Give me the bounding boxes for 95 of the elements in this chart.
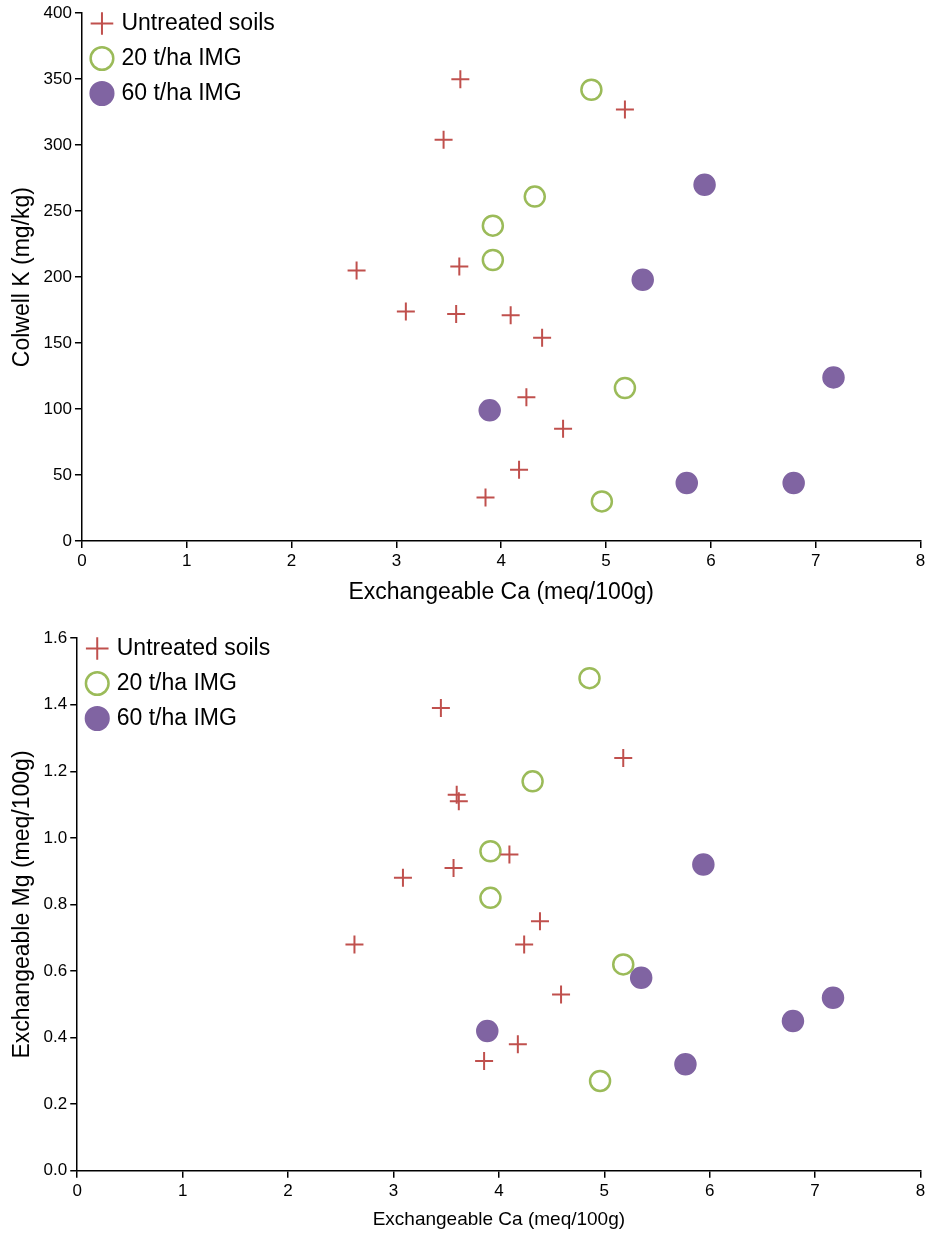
point [446,304,467,325]
x-tick-label: 3 [391,550,402,570]
point [481,214,505,237]
point [521,770,544,793]
point [822,366,845,389]
y-tick-label: 400 [43,2,72,22]
point [514,934,535,955]
point [782,471,805,495]
y-tick-label: 1.6 [43,627,68,647]
x-tick-label: 5 [601,550,611,570]
x-tick-label: 7 [810,1180,820,1200]
point [479,886,502,910]
point [516,387,537,408]
x-tick-label: 1 [182,550,192,570]
y-axis-title: Colwell K (mg/kg) [8,186,35,368]
point [346,260,367,281]
point [433,129,454,150]
point [500,305,521,326]
point [675,471,699,495]
point [612,953,635,976]
y-tick-label: 300 [43,134,72,154]
point [479,839,502,863]
point [551,984,572,1005]
y-tick-label: 50 [53,464,72,484]
y-axis-title: Exchangeable Mg (meq/100g) [8,750,35,1059]
point [590,490,614,513]
x-tick-label: 6 [704,1180,715,1200]
point [478,399,501,422]
point [344,934,365,955]
point [692,853,715,876]
x-tick-label: 8 [915,550,926,570]
point [449,256,470,277]
point [693,173,716,196]
point [430,698,451,719]
x-tick-label: 5 [599,1180,610,1200]
point [613,376,637,400]
point [446,784,467,805]
y-tick-label: 1.4 [43,694,68,714]
point [448,791,469,812]
x-tick-label: 3 [388,1180,399,1200]
y-tick-label: 100 [43,398,72,418]
point [507,1034,528,1055]
y-tick-label: 0 [62,530,72,550]
point [443,857,464,878]
y-tick-label: 0.6 [43,960,68,980]
x-tick-label: 2 [283,1180,293,1200]
y-tick-label: 0.4 [43,1027,68,1047]
y-tick-label: 200 [43,266,72,286]
point [475,487,496,508]
point [529,911,550,932]
point [395,301,416,322]
point [588,1069,612,1093]
point [781,1009,805,1033]
point [499,844,520,865]
y-tick-label: 350 [43,68,72,88]
legend-label: 20 t/ha IMG [116,668,237,695]
point [821,986,845,1009]
y-tick-label: 150 [43,332,72,352]
y-tick-label: 0.0 [43,1160,68,1180]
y-tick-label: 250 [43,200,72,220]
y-tick-label: 1.0 [43,827,68,847]
legend-label: Untreated soils [116,633,271,660]
point [476,1019,499,1043]
point [392,867,413,888]
point [509,459,530,480]
x-tick-label: 2 [286,550,297,570]
x-tick-label: 8 [915,1180,926,1200]
legend-label: 60 t/ha IMG [116,703,237,730]
x-tick-label: 0 [77,550,87,570]
x-tick-label: 4 [494,1180,504,1200]
point [629,966,653,989]
point [474,1050,495,1071]
y-tick-label: 0.8 [43,894,68,914]
point [580,78,603,101]
point [674,1053,697,1076]
y-tick-label: 0.2 [43,1093,68,1113]
point [553,418,574,439]
x-tick-label: 7 [810,550,821,570]
x-tick-label: 4 [496,550,506,570]
x-axis-title: Exchangeable Ca (meq/100g) [372,1207,626,1229]
legend-label: Untreated soils [121,8,275,35]
point [481,248,505,272]
x-tick-label: 6 [706,550,716,570]
point [523,185,547,208]
point [613,748,634,769]
x-tick-label: 1 [177,1180,188,1200]
x-axis-title: Exchangeable Ca (meq/100g) [348,577,655,604]
point [614,99,635,120]
legend-label: 20 t/ha IMG [121,43,242,70]
point [631,268,654,291]
point [578,666,601,690]
y-tick-label: 1.2 [43,761,68,781]
point [532,327,553,348]
point [450,69,471,90]
legend-label: 60 t/ha IMG [121,78,242,105]
